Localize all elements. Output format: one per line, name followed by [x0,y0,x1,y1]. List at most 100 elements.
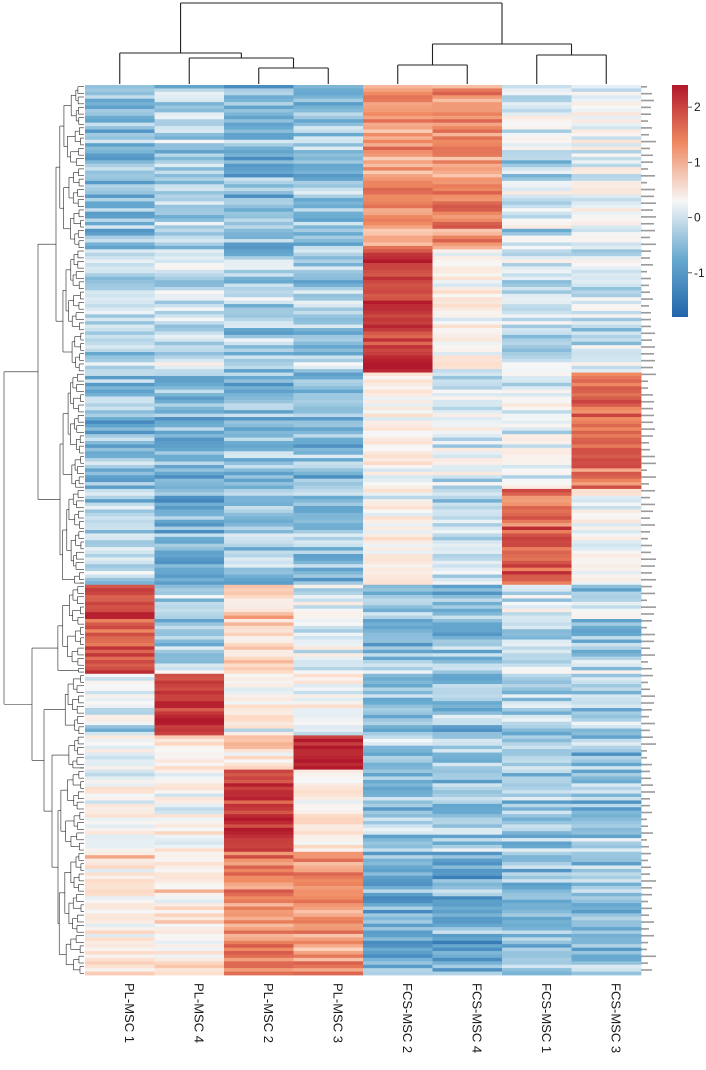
heatmap-cell [154,478,225,483]
heatmap-cell [85,872,155,877]
heatmap-cell [224,174,294,178]
heatmap-cell [224,341,294,346]
heatmap-cell [502,102,572,106]
heatmap-cell [502,560,572,565]
heatmap-cell [432,461,503,466]
heatmap-cell [571,283,642,288]
heatmap-cell [432,694,503,699]
heatmap-cell [154,379,225,384]
heatmap-cell [293,502,364,507]
heatmap-cell [502,844,572,849]
heatmap-cell [432,858,503,863]
heatmap-cell [293,139,364,144]
heatmap-cell [224,858,294,863]
heatmap-cell [432,793,503,798]
heatmap-cell [293,249,364,254]
heatmap-cell [224,718,294,723]
heatmap-cell [363,208,433,213]
heatmap-cell [85,239,155,243]
heatmap-cell [571,581,642,586]
heatmap-cell [502,317,572,322]
heatmap-cell [293,413,364,418]
heatmap-cell [502,512,572,517]
heatmap-cell [224,536,294,541]
heatmap-cell [432,269,503,274]
heatmap-cell [154,553,225,558]
heatmap-cell [293,762,364,767]
heatmap-cell [432,129,503,134]
heatmap-cell [363,673,433,678]
heatmap-cell [224,670,294,675]
heatmap-cell [154,488,225,493]
heatmap-cell [293,225,364,230]
heatmap-cell [154,848,225,853]
heatmap-cell [363,441,433,445]
heatmap-cell [293,653,364,658]
heatmap-cell [224,526,294,531]
heatmap-cell [154,413,225,418]
heatmap-cell [85,824,155,829]
heatmap-cell [224,660,294,664]
heatmap-cell [224,680,294,685]
heatmap-cell [293,174,364,178]
heatmap-cell [502,136,572,141]
heatmap-cell [224,307,294,312]
heatmap-cell [85,951,155,955]
heatmap-cell [571,382,642,387]
heatmap-cell [85,225,155,230]
heatmap-cell [502,591,572,596]
heatmap-cell [571,684,642,688]
heatmap-cell [154,365,225,370]
heatmap-cell [154,755,225,760]
heatmap-cell [363,666,433,671]
heatmap-cell [85,523,155,527]
row-label-mark [641,702,654,704]
heatmap-cell [85,174,155,178]
heatmap-cell [363,909,433,914]
heatmap-cell [224,803,294,808]
heatmap-cell [224,509,294,514]
heatmap-cell [432,85,503,89]
row-label-mark [641,92,652,95]
heatmap-cell [154,197,225,202]
heatmap-cell [502,930,572,935]
heatmap-cell [432,362,503,367]
heatmap-cell [224,204,294,209]
heatmap-cell [432,393,503,397]
heatmap-cell [224,242,294,247]
heatmap-cell [224,454,294,459]
heatmap-cell [502,204,572,209]
heatmap-cell [502,625,572,630]
heatmap-cell [363,786,433,791]
row-label-mark [641,626,647,629]
heatmap-cell [432,725,503,729]
heatmap-cell [502,533,572,538]
heatmap-cell [363,540,433,545]
heatmap-cell [224,666,294,671]
heatmap-cell [571,119,642,124]
heatmap-cell [224,882,294,887]
heatmap-cell [154,91,225,96]
heatmap-cell [432,844,503,849]
heatmap-cell [224,427,294,432]
heatmap-cell [502,263,572,267]
heatmap-cell [571,506,642,510]
heatmap-cell [571,386,642,391]
heatmap-cell [154,191,225,195]
row-label-mark [641,531,650,533]
heatmap-cell [432,711,503,716]
heatmap-cell [154,263,225,267]
heatmap-cell [363,937,433,942]
row-label-mark [641,825,648,828]
heatmap-cell [571,899,642,904]
heatmap-cell [224,595,294,599]
heatmap-cell [154,608,225,613]
heatmap-cell [432,358,503,363]
row-label-mark [641,181,647,184]
heatmap-cell [293,98,364,103]
heatmap-cell [432,413,503,418]
heatmap-cell [293,454,364,459]
heatmap-cell [432,488,503,493]
heatmap-cell [571,310,642,315]
heatmap-cell [293,752,364,757]
